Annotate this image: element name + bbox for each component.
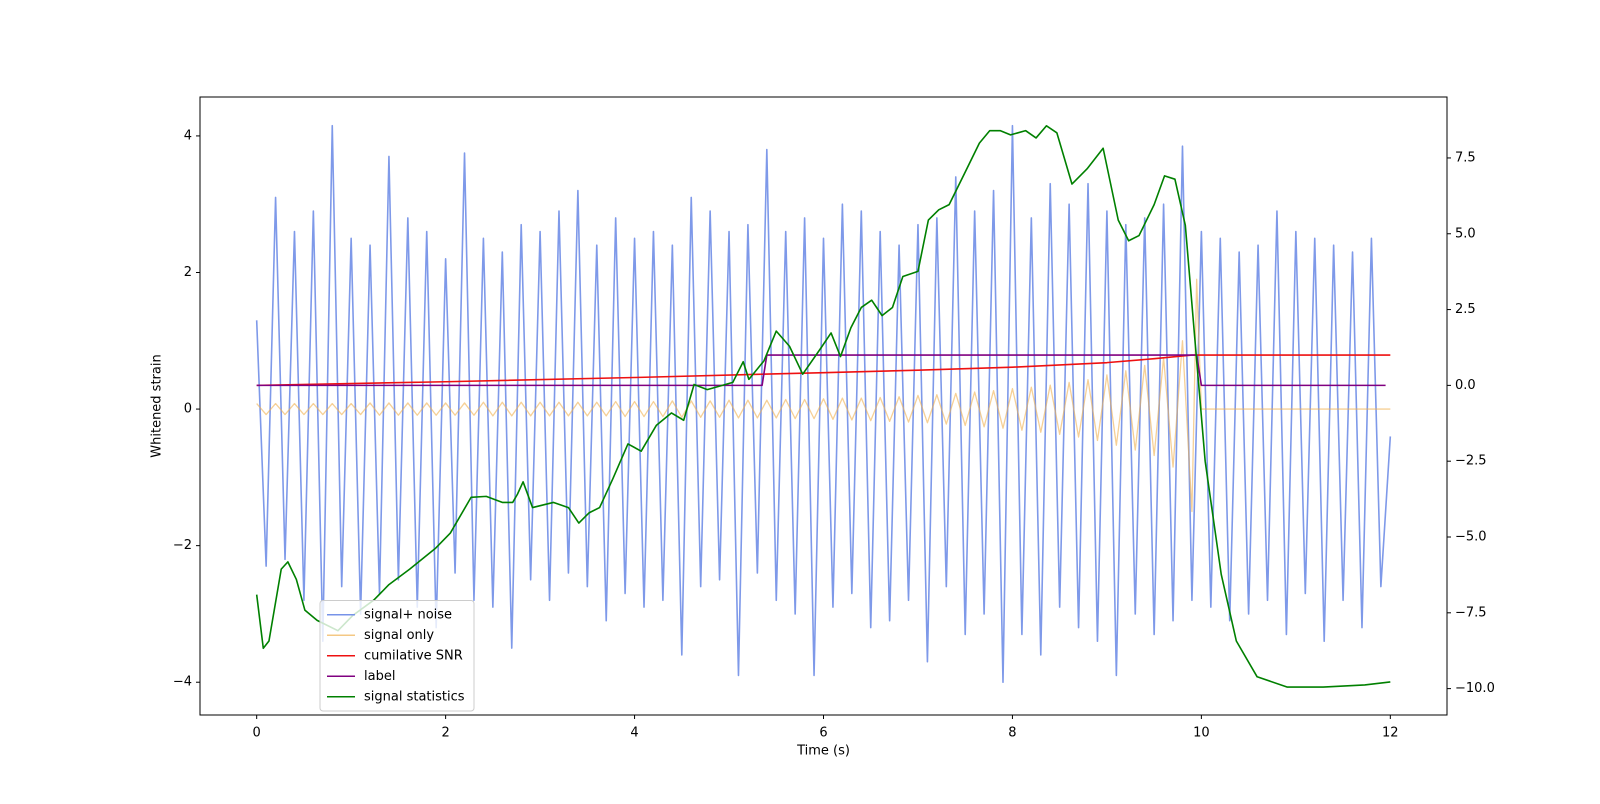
y-tick-label: 2: [184, 265, 192, 280]
plot-area: [255, 124, 1392, 688]
y2-tick-label: −2.5: [1455, 454, 1487, 469]
legend-label: signal statistics: [364, 689, 465, 704]
y2-tick-label: −7.5: [1455, 605, 1487, 620]
y-tick-label: 4: [184, 128, 192, 143]
y2-tick-label: 2.5: [1455, 302, 1476, 317]
y2-tick-label: 5.0: [1455, 226, 1476, 241]
x-tick-label: 8: [1008, 726, 1016, 741]
y2-tick-label: 7.5: [1455, 150, 1476, 165]
legend: signal+ noise signal only cumilative SNR la…: [319, 600, 475, 712]
legend-label: cumilative SNR: [364, 648, 463, 663]
x-tick-label: 4: [630, 726, 638, 741]
y-axis-label: Whitened strain: [150, 354, 165, 457]
legend-label: signal only: [364, 628, 434, 643]
x-tick-label: 12: [1382, 726, 1399, 741]
y-tick-label: −2: [173, 538, 192, 553]
legend-frame: [319, 600, 475, 712]
y-tick-label: −4: [173, 675, 192, 690]
series-line: [256, 278, 1391, 513]
legend-label: signal+ noise: [364, 607, 452, 622]
y2-tick-label: 0.0: [1455, 378, 1476, 393]
series-line: [256, 354, 1386, 387]
x-tick-label: 6: [819, 726, 827, 741]
series-line: [255, 125, 1391, 688]
series-line: [255, 124, 1392, 684]
y2-tick-label: −10.0: [1455, 681, 1495, 696]
legend-label: label: [364, 669, 395, 684]
x-axis-label: Time (s): [796, 744, 850, 759]
x-tick-label: 10: [1193, 726, 1210, 741]
y-tick-label: 0: [184, 402, 192, 417]
x-tick-label: 0: [253, 726, 261, 741]
x-tick-label: 2: [441, 726, 449, 741]
y2-tick-label: −5.0: [1455, 529, 1487, 544]
